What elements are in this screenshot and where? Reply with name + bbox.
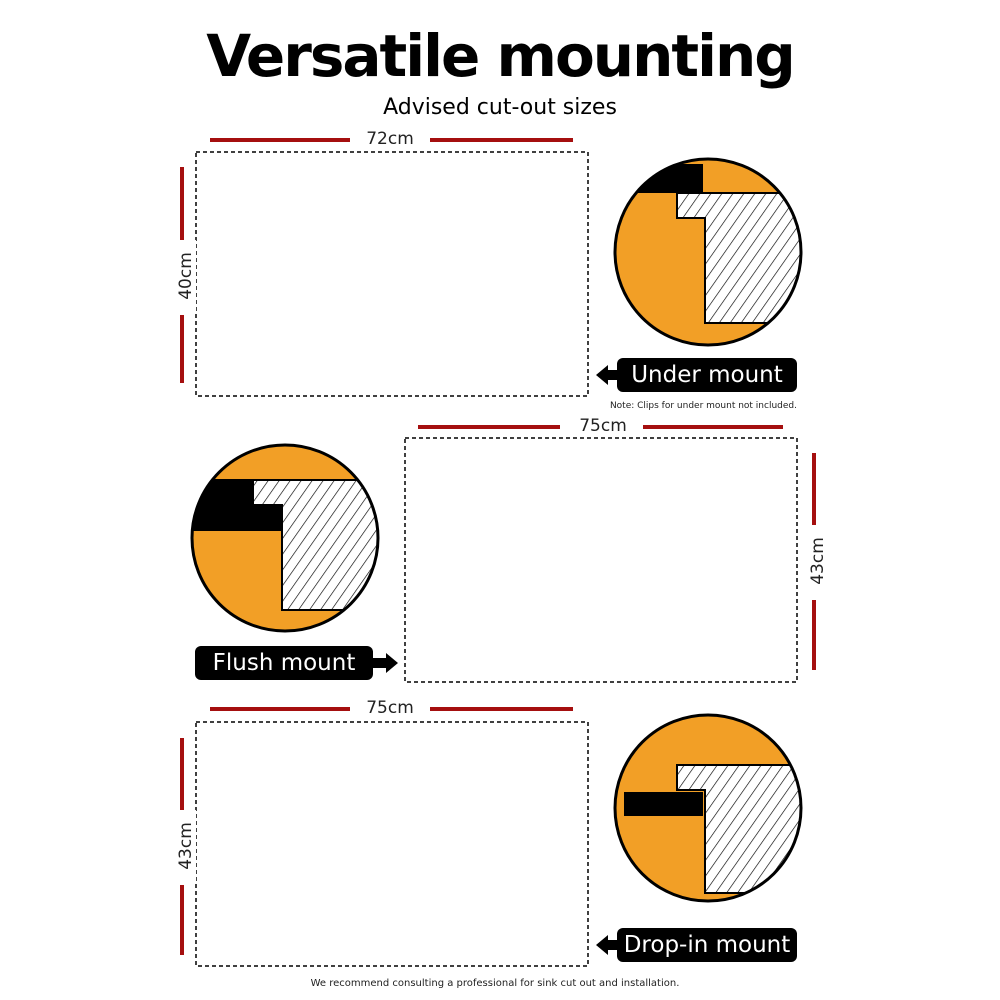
flush-mount-label: Flush mount <box>195 646 373 680</box>
dimension-lines <box>180 138 816 955</box>
flush-mount-illustration <box>190 443 380 633</box>
cutout-rect-dropin <box>195 721 589 967</box>
cutout-rect-under <box>195 151 589 397</box>
under-mount-label: Under mount <box>617 358 797 392</box>
height-label: 43cm <box>808 525 828 597</box>
dropin-mount-label: Drop-in mount <box>617 928 797 962</box>
width-label: 72cm <box>350 129 430 149</box>
dropin-mount-illustration <box>613 713 803 903</box>
note-text: Note: Clips for under mount not included… <box>609 401 797 411</box>
arrow-right-icon <box>372 653 398 673</box>
arrow-left-icon <box>596 365 620 385</box>
page-title: Versatile mounting <box>206 22 796 90</box>
cutout-rect-flush <box>404 437 798 683</box>
width-label: 75cm <box>563 416 643 436</box>
page-subtitle: Advised cut-out sizes <box>383 95 617 120</box>
arrow-left-icon <box>596 935 620 955</box>
height-label: 40cm <box>176 240 196 312</box>
under-mount-illustration <box>613 157 803 347</box>
height-label: 43cm <box>176 810 196 882</box>
footer-text: We recommend consulting a professional f… <box>310 978 680 989</box>
width-label: 75cm <box>350 698 430 718</box>
